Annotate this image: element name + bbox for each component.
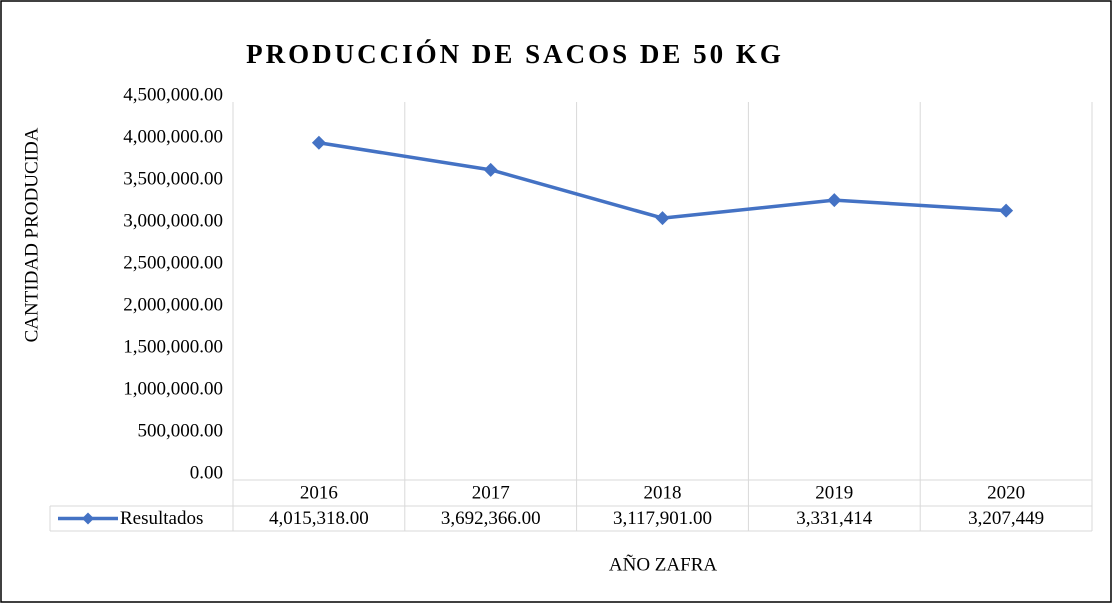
data-point (999, 203, 1014, 218)
y-tick-label: 500,000.00 (138, 420, 224, 441)
y-tick-label: 3,500,000.00 (123, 168, 223, 189)
y-tick-label: 2,000,000.00 (123, 294, 223, 315)
x-tick-label: 2018 (644, 482, 682, 503)
data-point (311, 135, 326, 150)
y-tick-label: 1,000,000.00 (123, 378, 223, 399)
data-point (655, 211, 670, 226)
x-tick-label: 2020 (987, 482, 1025, 503)
y-tick-label: 4,500,000.00 (123, 84, 223, 105)
data-table-value: 3,331,414 (796, 508, 873, 529)
y-tick-label: 1,500,000.00 (123, 336, 223, 357)
chart-title: PRODUCCIÓN DE SACOS DE 50 KG (246, 39, 784, 69)
x-tick-label: 2017 (472, 482, 510, 503)
x-tick-label: 2016 (300, 482, 338, 503)
y-tick-label: 3,000,000.00 (123, 210, 223, 231)
y-tick-label: 2,500,000.00 (123, 252, 223, 273)
data-point (827, 193, 842, 208)
data-point (483, 162, 498, 177)
data-table-value: 4,015,318.00 (269, 508, 369, 529)
legend-marker (82, 512, 94, 525)
y-axis-label: CANTIDAD PRODUCIDA (21, 127, 42, 342)
y-tick-label: 0.00 (190, 462, 223, 483)
data-table-value: 3,692,366.00 (441, 508, 541, 529)
y-tick-label: 4,000,000.00 (123, 126, 223, 147)
data-table-value: 3,117,901.00 (613, 508, 712, 529)
legend-label: Resultados (120, 508, 203, 529)
x-axis-label: AÑO ZAFRA (609, 553, 717, 575)
x-tick-label: 2019 (815, 482, 853, 503)
data-table-value: 3,207,449 (968, 508, 1044, 529)
